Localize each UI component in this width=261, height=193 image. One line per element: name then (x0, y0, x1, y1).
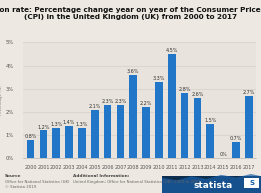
Text: 2.8%: 2.8% (178, 87, 191, 92)
Bar (65, 126, 73, 158)
Text: statista: statista (194, 181, 233, 190)
Bar (181, 93, 188, 158)
Y-axis label: Percentage (%): Percentage (%) (0, 85, 3, 115)
Text: 1.3%: 1.3% (76, 122, 88, 127)
Text: 0.7%: 0.7% (230, 136, 242, 141)
Bar (244, 178, 259, 188)
Bar (245, 96, 253, 158)
Bar (91, 110, 99, 158)
Text: Source: Source (5, 174, 22, 178)
Bar (232, 142, 240, 158)
Bar (39, 130, 47, 158)
Bar (27, 140, 34, 158)
Text: 1.4%: 1.4% (63, 120, 75, 125)
Text: 1.2%: 1.2% (37, 124, 50, 130)
Bar (142, 107, 150, 158)
Text: 1.5%: 1.5% (204, 118, 216, 123)
Text: 2.3%: 2.3% (114, 99, 127, 104)
Bar (78, 128, 86, 158)
Text: 0.8%: 0.8% (24, 134, 37, 139)
Bar (116, 105, 124, 158)
Text: United Kingdom; Office for National Statistics (UK); 2000 to 2017: United Kingdom; Office for National Stat… (73, 180, 201, 185)
Text: 2.3%: 2.3% (101, 99, 114, 104)
Bar (129, 75, 137, 158)
Polygon shape (162, 174, 261, 193)
Text: 4.5%: 4.5% (165, 48, 178, 53)
Text: Inflation rate: Percentage change year on year of the Consumer Price Index
(CPI): Inflation rate: Percentage change year o… (0, 7, 261, 20)
Bar (52, 128, 60, 158)
Bar (155, 82, 163, 158)
Text: Office for National Statistics (UK)
© Statista 2019: Office for National Statistics (UK) © St… (5, 180, 70, 189)
Bar (162, 176, 261, 193)
Text: Additional Information:: Additional Information: (73, 174, 129, 178)
Text: 2.1%: 2.1% (88, 104, 101, 109)
Bar (104, 105, 111, 158)
Text: 2.2%: 2.2% (140, 101, 152, 106)
Bar (206, 124, 214, 158)
Bar (194, 98, 201, 158)
Text: 0%: 0% (219, 152, 227, 157)
Text: 3.3%: 3.3% (153, 76, 165, 81)
Text: 1.3%: 1.3% (50, 122, 62, 127)
Bar (168, 54, 176, 158)
Text: 2.6%: 2.6% (191, 92, 204, 97)
Text: 2.7%: 2.7% (242, 90, 255, 95)
Text: S: S (249, 180, 254, 186)
Text: 3.6%: 3.6% (127, 69, 139, 74)
